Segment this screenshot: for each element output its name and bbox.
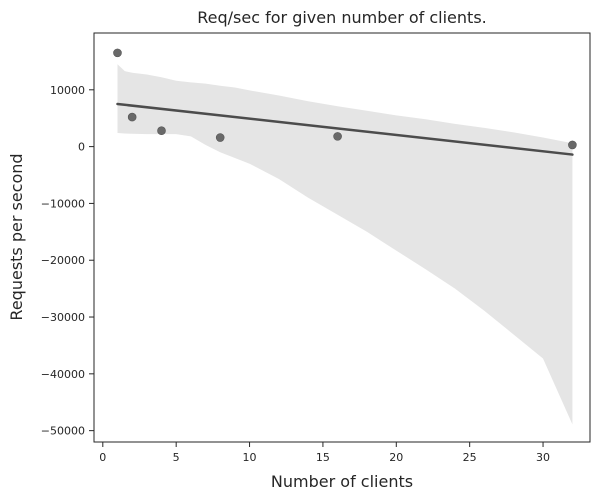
y-tick-label: −20000 bbox=[41, 254, 85, 267]
x-tick-label: 20 bbox=[389, 451, 403, 464]
data-point bbox=[127, 112, 137, 122]
y-tick-label: 10000 bbox=[50, 84, 85, 97]
x-tick-label: 5 bbox=[173, 451, 180, 464]
x-axis-label: Number of clients bbox=[271, 472, 413, 491]
x-ticks: 0 5 10 15 20 25 30 bbox=[99, 442, 550, 464]
data-points-layer bbox=[113, 48, 577, 150]
x-tick-label: 15 bbox=[316, 451, 330, 464]
x-tick-label: 30 bbox=[536, 451, 550, 464]
data-point bbox=[568, 140, 577, 150]
regression-line bbox=[116, 102, 574, 156]
chart-title: Req/sec for given number of clients. bbox=[197, 8, 486, 27]
y-axis-label: Requests per second bbox=[7, 153, 26, 320]
plot-frame bbox=[93, 32, 591, 443]
y-tick-label: −40000 bbox=[41, 368, 85, 381]
y-tick-label: −10000 bbox=[41, 197, 85, 210]
y-ticks: 10000 0 −10000 −20000 −30000 −40000 −50000 bbox=[41, 84, 94, 438]
data-point bbox=[333, 132, 342, 141]
y-tick-label: −30000 bbox=[41, 311, 85, 324]
y-tick-label: −50000 bbox=[41, 425, 85, 438]
data-point bbox=[215, 133, 225, 142]
x-tick-label: 10 bbox=[243, 451, 257, 464]
confidence-band-layer bbox=[117, 64, 573, 425]
x-tick-label: 25 bbox=[463, 451, 477, 464]
confidence-band bbox=[117, 64, 573, 425]
data-point bbox=[113, 48, 122, 58]
y-tick-label: 0 bbox=[78, 141, 85, 154]
x-tick-label: 0 bbox=[99, 451, 106, 464]
regression-line-layer bbox=[116, 102, 574, 156]
data-point bbox=[157, 126, 166, 136]
